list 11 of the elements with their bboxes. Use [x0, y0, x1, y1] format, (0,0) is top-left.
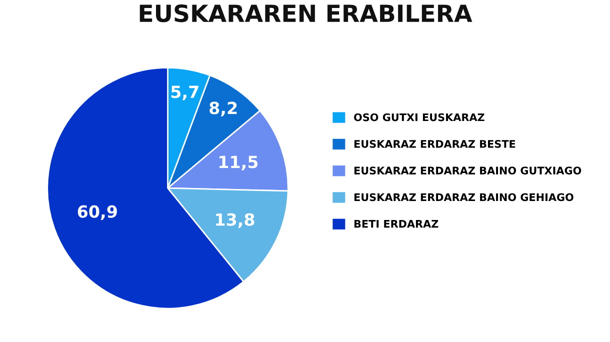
data-label: 8,2: [210, 102, 237, 116]
data-label: 11,5: [220, 156, 258, 170]
legend-label: OSO GUTXI EUSKARAZ: [354, 113, 484, 122]
chart-title: EUSKARAREN ERABILERA: [140, 4, 472, 22]
data-label: 60,9: [78, 205, 117, 220]
legend-label: EUSKARAZ ERDARAZ BAINO GUTXIAGO: [354, 166, 582, 174]
legend-label: EUSKARAZ ERDARAZ BESTE: [354, 140, 516, 148]
legend-label: BETI ERDARAZ: [354, 220, 438, 228]
legend-label: EUSKARAZ ERDARAZ BAINO GEHIAGO: [354, 193, 574, 202]
data-label: 5,7: [171, 86, 198, 100]
data-label: 13,8: [216, 213, 254, 228]
